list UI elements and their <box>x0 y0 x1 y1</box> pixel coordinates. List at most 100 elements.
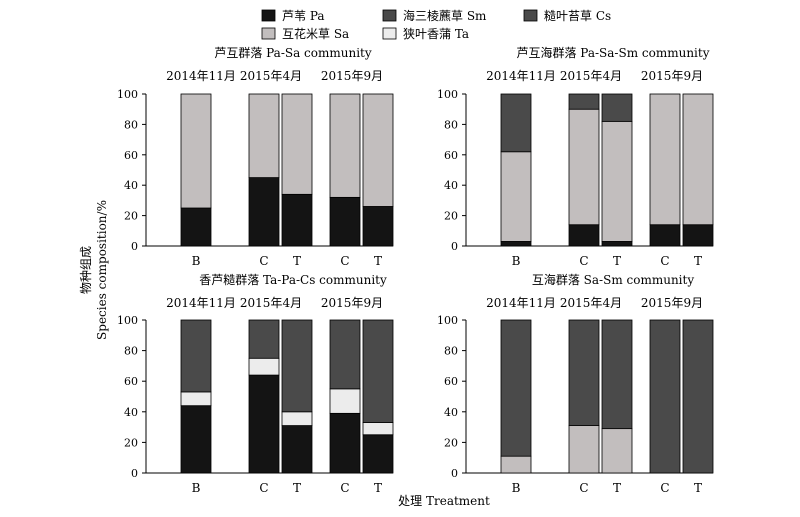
category-label: T <box>374 254 382 268</box>
category-label: C <box>660 254 669 268</box>
bar-segment <box>362 422 394 436</box>
legend-label: 糙叶苔草 Cs <box>544 9 611 23</box>
y-tick-label: 20 <box>124 436 138 449</box>
y-axis-label-zh: 物种组成 <box>79 246 93 294</box>
y-tick-label: 0 <box>131 467 138 480</box>
bar-segment <box>649 224 681 247</box>
bar-segment <box>248 177 280 247</box>
bar-segment <box>601 93 633 122</box>
y-tick-label: 80 <box>124 345 138 358</box>
legend-swatch <box>261 9 276 22</box>
category-label: B <box>192 481 201 495</box>
panel-title: 芦互群落 Pa-Sa community <box>214 46 372 60</box>
legend-label: 芦苇 Pa <box>282 9 325 23</box>
bar-segment <box>362 434 394 474</box>
bar-segment <box>248 357 280 376</box>
category-label: T <box>613 254 621 268</box>
panel-title: 芦互海群落 Pa-Sa-Sm community <box>516 45 709 60</box>
bar-segment <box>180 319 212 393</box>
category-label: T <box>293 481 301 495</box>
y-tick-label: 20 <box>444 436 458 449</box>
legend-swatch <box>382 27 397 40</box>
category-label: T <box>694 481 702 495</box>
group-label: 2015年9月 <box>321 296 383 310</box>
bar-segment <box>682 93 714 226</box>
y-tick-label: 80 <box>444 345 458 358</box>
bar-segment <box>500 241 532 247</box>
bar-segment <box>500 93 532 153</box>
panel-title: 香芦糙群落 Ta-Pa-Cs community <box>199 273 387 287</box>
group-label: 2014年11月 <box>486 69 556 83</box>
group-label: 2015年9月 <box>641 296 703 310</box>
bar-segment <box>500 455 532 474</box>
bar-segment <box>180 207 212 247</box>
bar-segment <box>248 374 280 474</box>
bar-segment <box>568 224 600 247</box>
y-tick-label: 100 <box>437 314 458 327</box>
legend-swatch <box>523 9 538 22</box>
bar-segment <box>601 428 633 474</box>
group-label: 2015年9月 <box>641 69 703 83</box>
y-tick-label: 60 <box>444 375 458 388</box>
bar-segment <box>281 319 313 413</box>
category-label: T <box>694 254 702 268</box>
category-label: B <box>512 254 521 268</box>
bar-segment <box>601 120 633 242</box>
y-tick-label: 20 <box>124 210 138 223</box>
bar-segment <box>682 319 714 474</box>
chart-panels: 芦互群落 Pa-Sa community 2014年11月 2015年4月 2015年… <box>117 45 714 495</box>
category-label: B <box>512 481 521 495</box>
bar-segment <box>248 93 280 178</box>
category-label: T <box>374 481 382 495</box>
group-label: 2014年11月 <box>166 69 236 83</box>
category-label: C <box>259 481 268 495</box>
y-tick-label: 0 <box>451 240 458 253</box>
category-label: B <box>192 254 201 268</box>
category-label: C <box>259 254 268 268</box>
bar-segment <box>329 196 361 247</box>
y-tick-label: 100 <box>437 88 458 101</box>
legend-item: 海三棱藨草 Sm <box>382 8 487 23</box>
group-label: 2015年4月 <box>240 69 302 83</box>
bar-segment <box>281 411 313 426</box>
chart-panel-2: 芦互海群落 Pa-Sa-Sm community 2014年11月 2015年4月 2… <box>437 45 714 268</box>
y-tick-label: 100 <box>117 88 138 101</box>
bar-segment <box>568 93 600 110</box>
category-label: C <box>579 481 588 495</box>
y-tick-label: 100 <box>117 314 138 327</box>
category-label: T <box>613 481 621 495</box>
bar-segment <box>329 93 361 198</box>
bar-segment <box>649 319 681 474</box>
bar-segment <box>362 206 394 247</box>
y-tick-label: 40 <box>124 179 138 192</box>
legend-item: 芦苇 Pa <box>261 9 325 23</box>
bar-segment <box>500 151 532 242</box>
bar-segment <box>568 425 600 474</box>
bar-segment <box>649 93 681 226</box>
y-tick-label: 40 <box>444 179 458 192</box>
group-label: 2015年4月 <box>560 296 622 310</box>
y-axis-label-en: Species composition/% <box>95 200 109 340</box>
bar-segment <box>329 388 361 414</box>
bar-segment <box>281 425 313 474</box>
bar-segment <box>180 93 212 209</box>
y-tick-label: 60 <box>124 375 138 388</box>
group-label: 2015年4月 <box>560 69 622 83</box>
bar-segment <box>568 319 600 426</box>
legend-label: 互花米草 Sa <box>282 26 349 41</box>
bar-segment <box>281 193 313 247</box>
category-label: C <box>340 481 349 495</box>
category-label: C <box>340 254 349 268</box>
legend-item: 糙叶苔草 Cs <box>523 9 611 23</box>
category-label: T <box>293 254 301 268</box>
y-tick-label: 60 <box>124 149 138 162</box>
bar-segment <box>362 93 394 207</box>
legend-swatch <box>382 9 397 22</box>
group-label: 2014年11月 <box>166 296 236 310</box>
y-tick-label: 20 <box>444 210 458 223</box>
panel-title: 互海群落 Sa-Sm community <box>532 272 694 287</box>
y-tick-label: 40 <box>124 406 138 419</box>
bar-segment <box>362 319 394 423</box>
category-label: C <box>660 481 669 495</box>
